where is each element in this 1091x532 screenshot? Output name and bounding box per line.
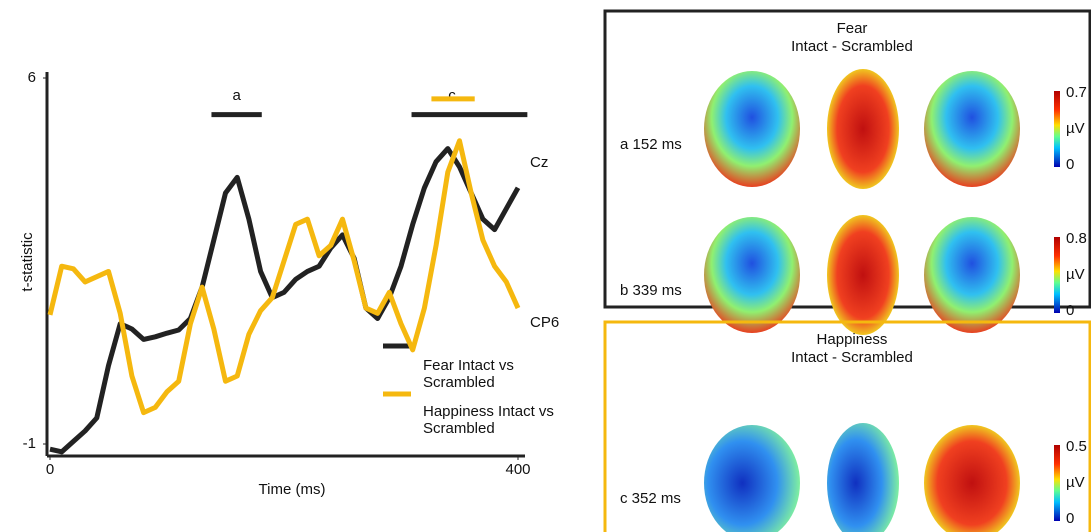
significance-label: a [232,87,241,104]
panel-subtitle: Intact - Scrambled [791,38,913,55]
legend-label: Fear Intact vs Scrambled [423,357,573,391]
series-end-label: CP6 [530,314,559,331]
head-left [704,217,800,333]
chart: -160400Time (ms)t-statisticacCzCP6FearIn… [0,0,1091,532]
figure: -160400Time (ms)t-statisticacCzCP6FearIn… [0,0,1091,532]
head-left [704,71,800,187]
colorbar [1054,445,1060,521]
legend-label: Happiness Intact vs Scrambled [423,403,573,437]
colorbar-unit: µV [1066,474,1085,491]
significance-label: c [448,87,456,104]
colorbar-max: 0.7 [1066,84,1087,101]
colorbar-max: 0.8 [1066,230,1087,247]
head-top [827,215,899,335]
head-left [704,425,800,532]
row-label: c 352 ms [620,490,681,507]
row-label: b 339 ms [620,282,682,299]
x-tick-label: 400 [505,461,530,478]
colorbar-min: 0 [1066,510,1074,527]
colorbar-unit: µV [1066,120,1085,137]
head-right [924,71,1020,187]
head-top [827,69,899,189]
x-tick-label: 0 [46,461,54,478]
colorbar-min: 0 [1066,302,1074,319]
head-right [924,425,1020,532]
panel-title: Happiness [817,331,888,348]
y-tick-label: 6 [28,69,36,86]
head-top [827,423,899,532]
y-tick-label: -1 [23,435,36,452]
colorbar [1054,91,1060,167]
x-axis-label: Time (ms) [259,481,326,498]
colorbar-unit: µV [1066,266,1085,283]
series-end-label: Cz [530,154,548,171]
colorbar [1054,237,1060,313]
panel-subtitle: Intact - Scrambled [791,349,913,366]
colorbar-max: 0.5 [1066,438,1087,455]
head-right [924,217,1020,333]
panel-title: Fear [837,20,868,37]
colorbar-min: 0 [1066,156,1074,173]
row-label: a 152 ms [620,136,682,153]
y-axis-label: t-statistic [19,232,36,292]
